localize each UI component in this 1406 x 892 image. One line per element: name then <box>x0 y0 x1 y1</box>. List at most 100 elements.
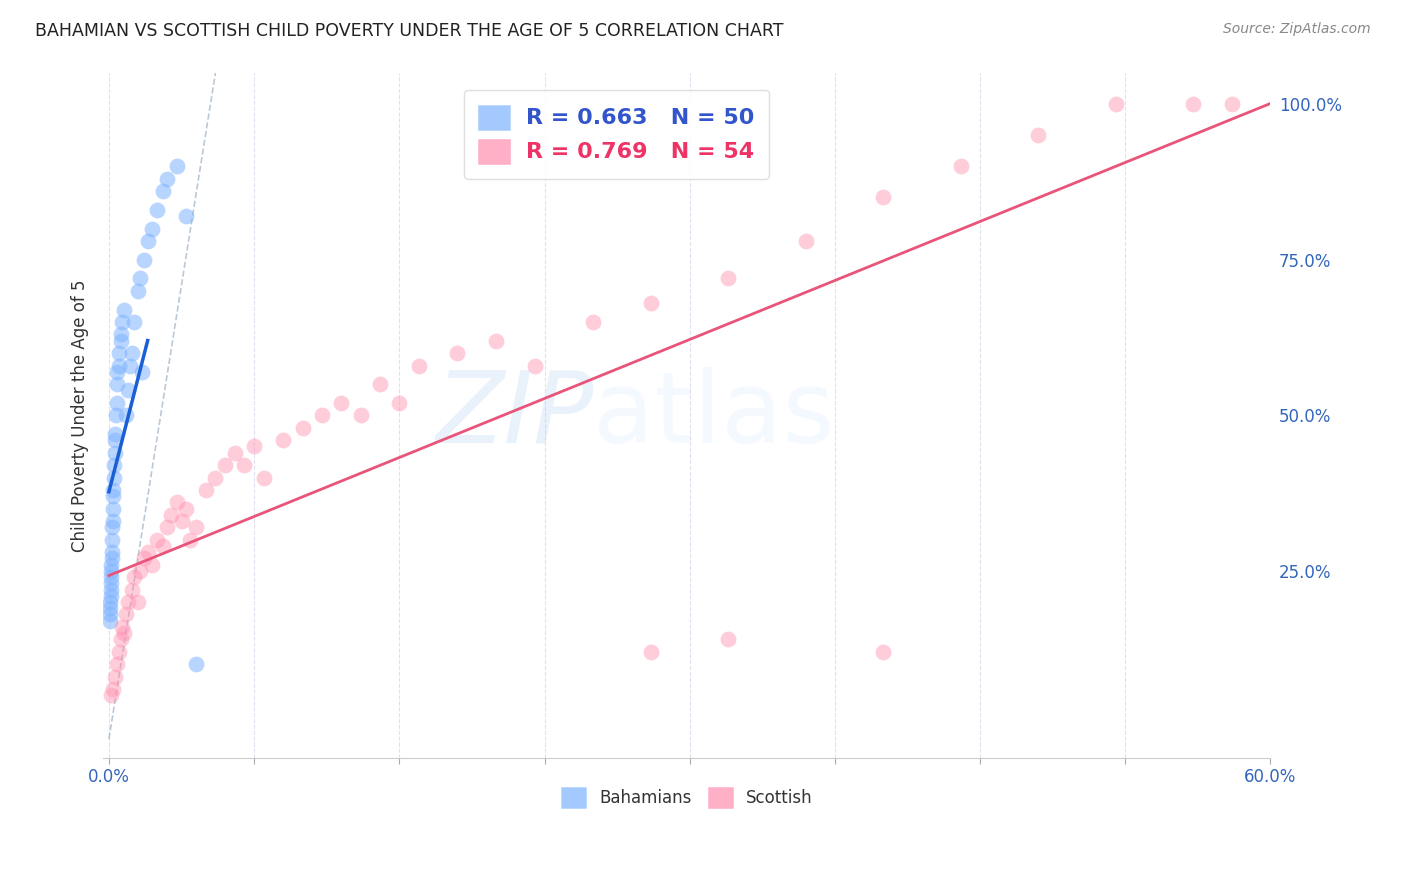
Point <box>166 159 188 173</box>
Point <box>872 190 894 204</box>
Point <box>105 377 128 392</box>
Point <box>311 409 333 423</box>
Point <box>100 689 122 703</box>
Point <box>330 396 353 410</box>
Point <box>129 564 152 578</box>
Point <box>101 545 124 559</box>
Point <box>523 359 546 373</box>
Point <box>136 545 159 559</box>
Point <box>111 315 134 329</box>
Point <box>194 483 217 497</box>
Point <box>105 365 128 379</box>
Point <box>98 614 121 628</box>
Point <box>103 470 125 484</box>
Point <box>117 384 139 398</box>
Point <box>115 409 138 423</box>
Point <box>184 520 207 534</box>
Point <box>176 501 198 516</box>
Point <box>146 533 169 547</box>
Point <box>160 508 183 522</box>
Point <box>121 346 143 360</box>
Text: ZIP: ZIP <box>434 367 593 464</box>
Point <box>104 409 127 423</box>
Point <box>101 501 124 516</box>
Text: BAHAMIAN VS SCOTTISH CHILD POVERTY UNDER THE AGE OF 5 CORRELATION CHART: BAHAMIAN VS SCOTTISH CHILD POVERTY UNDER… <box>35 22 783 40</box>
Point <box>1104 97 1126 112</box>
Point <box>103 458 125 472</box>
Point <box>101 520 124 534</box>
Point <box>101 514 124 528</box>
Point <box>172 514 194 528</box>
Point <box>1182 97 1205 112</box>
Point <box>152 539 174 553</box>
Point <box>110 632 132 647</box>
Point <box>349 409 371 423</box>
Text: Source: ZipAtlas.com: Source: ZipAtlas.com <box>1223 22 1371 37</box>
Point <box>127 284 149 298</box>
Point <box>100 564 122 578</box>
Point <box>101 533 124 547</box>
Point <box>121 582 143 597</box>
Point <box>253 470 276 484</box>
Point <box>1026 128 1049 143</box>
Point <box>233 458 256 472</box>
Point <box>100 595 122 609</box>
Point <box>949 159 972 173</box>
Text: atlas: atlas <box>593 367 835 464</box>
Point <box>408 359 430 373</box>
Point <box>110 327 132 342</box>
Point <box>156 520 179 534</box>
Point <box>794 234 817 248</box>
Point <box>446 346 468 360</box>
Point <box>101 489 124 503</box>
Point <box>122 315 145 329</box>
Point <box>717 632 740 647</box>
Point <box>104 445 127 459</box>
Point <box>485 334 508 348</box>
Point <box>100 570 122 584</box>
Point <box>640 296 662 310</box>
Point <box>291 421 314 435</box>
Point <box>152 184 174 198</box>
Point <box>127 595 149 609</box>
Point <box>100 558 122 572</box>
Point <box>107 645 129 659</box>
Point <box>122 570 145 584</box>
Point <box>100 576 122 591</box>
Point <box>141 558 163 572</box>
Point <box>100 589 122 603</box>
Point <box>110 334 132 348</box>
Point <box>388 396 411 410</box>
Point <box>104 427 127 442</box>
Legend: Bahamians, Scottish: Bahamians, Scottish <box>554 780 820 814</box>
Y-axis label: Child Poverty Under the Age of 5: Child Poverty Under the Age of 5 <box>72 279 89 551</box>
Point <box>100 582 122 597</box>
Point <box>107 359 129 373</box>
Point <box>107 346 129 360</box>
Point <box>179 533 201 547</box>
Point <box>112 302 135 317</box>
Point <box>214 458 236 472</box>
Point <box>146 202 169 217</box>
Point <box>98 601 121 615</box>
Point <box>101 551 124 566</box>
Point <box>582 315 605 329</box>
Point <box>103 483 125 497</box>
Point <box>141 221 163 235</box>
Point <box>111 620 134 634</box>
Point <box>224 445 246 459</box>
Point <box>166 495 188 509</box>
Point <box>1220 97 1243 112</box>
Point <box>105 657 128 672</box>
Point <box>271 434 294 448</box>
Point <box>101 682 124 697</box>
Point <box>368 377 391 392</box>
Point <box>717 271 740 285</box>
Point <box>156 171 179 186</box>
Point <box>136 234 159 248</box>
Point <box>120 359 142 373</box>
Point <box>184 657 207 672</box>
Point <box>117 595 139 609</box>
Point <box>112 626 135 640</box>
Point <box>131 365 153 379</box>
